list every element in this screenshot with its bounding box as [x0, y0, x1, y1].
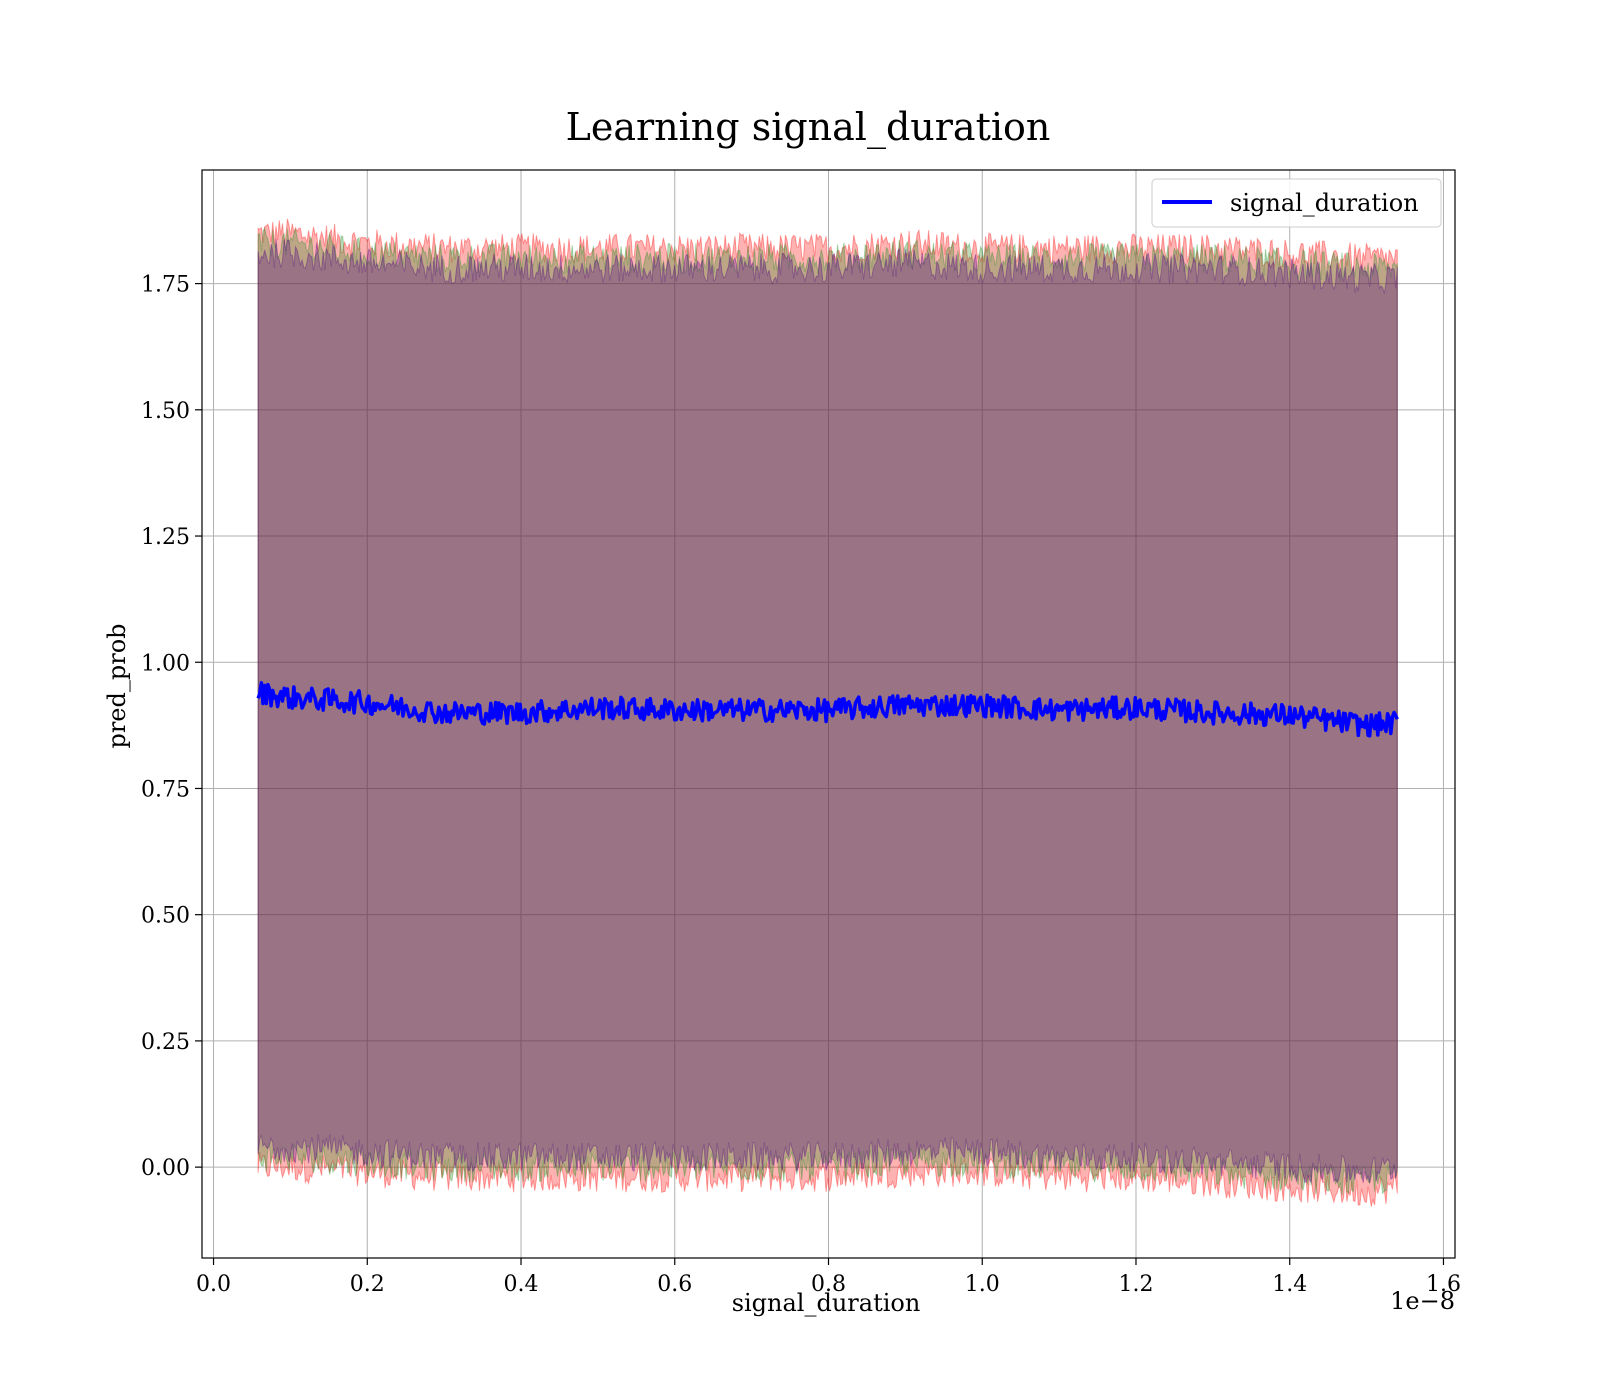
legend: signal_duration [1151, 178, 1442, 228]
legend-box [1151, 178, 1442, 228]
x-tick-label: 0.4 [504, 1272, 539, 1297]
x-tick-label: 1.4 [1272, 1272, 1307, 1297]
x-tick-label: 0.0 [196, 1272, 231, 1297]
bands [257, 218, 1398, 1207]
ticks: 0.0 0.2 0.4 0.6 0.8 1.0 1.2 1.4 1.6 0.00 0.25 0.50 0… [141, 273, 1461, 1297]
legend-entry-signal-duration: signal_duration [1230, 189, 1419, 217]
y-tick-label: 1.75 [141, 273, 190, 298]
x-tick-label: 0.2 [350, 1272, 385, 1297]
x-tick-label: 0.6 [657, 1272, 692, 1297]
y-tick-label: 0.00 [141, 1156, 190, 1181]
x-offset-label: 1e−8 [1390, 1287, 1455, 1315]
y-tick-label: 0.25 [141, 1030, 190, 1055]
series-lines [256, 681, 1399, 738]
series-line-signal-duration [256, 681, 1399, 738]
y-tick-label: 0.75 [141, 777, 190, 802]
y-axis-label: pred_prob [103, 623, 131, 748]
x-tick-label: 1.2 [1118, 1272, 1153, 1297]
y-tick-label: 0.50 [141, 904, 190, 929]
y-tick-label: 1.00 [141, 651, 190, 676]
x-tick-label: 1.6 [1426, 1272, 1461, 1297]
x-tick-label: 0.8 [811, 1272, 846, 1297]
y-tick-label: 1.50 [141, 399, 190, 424]
x-axis-label: signal_duration [732, 1289, 921, 1317]
chart-title: Learning signal_duration [566, 105, 1051, 150]
x-tick-label: 1.0 [965, 1272, 1000, 1297]
y-tick-label: 1.25 [141, 525, 190, 550]
